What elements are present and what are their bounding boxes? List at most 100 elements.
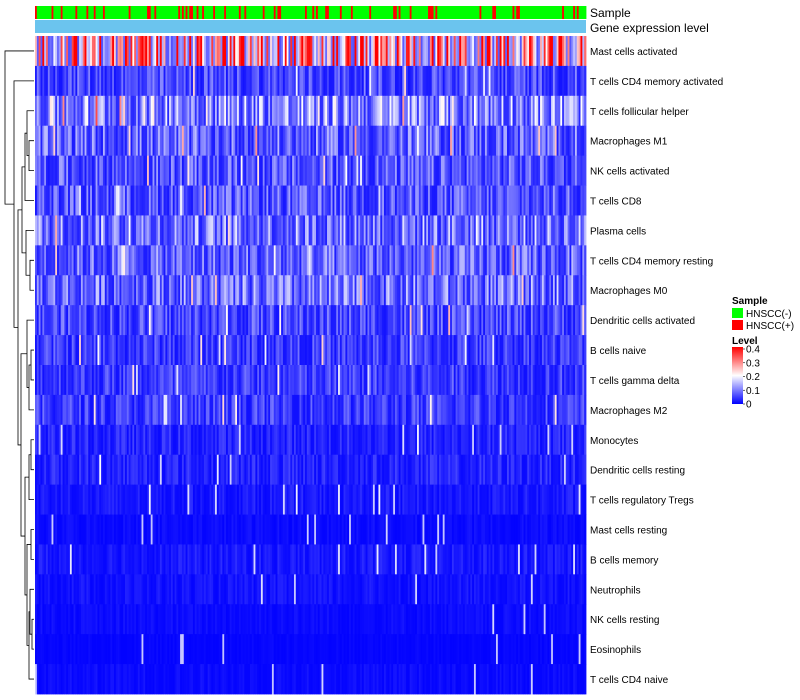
heatmap-cell [451,275,455,306]
sample-annotation-cell [183,6,187,19]
heatmap-cell [251,65,254,97]
heatmap-cell [58,185,62,216]
heatmap-cell [161,275,164,306]
sample-annotation-cell [257,6,260,19]
heatmap-cell [549,305,552,336]
heatmap-cell [259,484,262,515]
heatmap-cell [40,484,43,515]
sample-annotation-cell [424,6,427,19]
heatmap-cell [126,36,130,67]
sample-annotation-cell [323,6,326,19]
heatmap-cell [360,275,363,306]
heatmap-cell [139,424,142,456]
heatmap-cell [360,394,363,426]
heatmap-cell [417,215,420,246]
heatmap-cell [242,454,245,486]
heatmap-cell [304,454,308,486]
heatmap-cell [259,95,262,127]
heatmap-cell [319,125,322,157]
heatmap-cell [203,155,207,186]
heatmap-cell [93,305,97,336]
heatmap-cell [429,424,433,456]
heatmap-cell [161,484,164,515]
heatmap-cell [108,275,111,306]
heatmap-cell [36,215,40,246]
heatmap-cell [42,484,45,515]
heatmap-cell [389,95,392,127]
heatmap-cell [295,275,299,306]
sample-annotation-cell [554,6,558,19]
heatmap-cell [200,484,203,515]
heatmap-cell [58,36,62,67]
heatmap-cell [303,245,306,276]
heatmap-cell [115,484,119,515]
heatmap-cell [113,484,117,515]
heatmap-cell [104,454,108,486]
heatmap-cell [569,215,572,246]
heatmap-cell [40,36,43,67]
heatmap-cell [73,305,76,336]
heatmap-cell [431,454,434,486]
heatmap-cell [277,65,280,97]
heatmap-cell [214,95,218,127]
heatmap-cell [214,484,218,515]
heatmap-cell [42,365,45,396]
heatmap-cell [336,454,339,486]
heatmap-cell [185,155,188,186]
heatmap-cell [433,454,436,486]
heatmap-cell [187,335,190,366]
heatmap-cell [310,305,313,336]
heatmap-cell [266,424,269,456]
heatmap-cell [91,275,95,306]
heatmap-cell [275,305,278,336]
heatmap-cell [323,65,326,97]
heatmap-cell [334,335,337,366]
sample-annotation-cell [345,6,348,19]
heatmap-cell [325,305,328,336]
heatmap-cell [330,95,333,127]
heatmap-cell [457,305,460,336]
heatmap-cell [308,36,311,67]
heatmap-cell [196,424,199,456]
heatmap-cell [415,95,418,127]
heatmap-cell [527,245,530,276]
heatmap-cell [264,454,267,486]
heatmap-cell [400,125,403,157]
heatmap-cell [499,185,502,216]
heatmap-cell [132,305,135,336]
heatmap-cell [308,365,311,396]
heatmap-cell [536,365,539,396]
heatmap-cell [508,185,512,216]
heatmap-cell [569,335,572,366]
heatmap-cell [167,454,170,486]
heatmap-cell [259,155,262,186]
heatmap-cell [356,305,359,336]
heatmap-cell [134,454,137,486]
sample-annotation-cell [429,6,433,19]
heatmap-cell [51,484,54,515]
heatmap-cell [159,275,163,306]
heatmap-cell [292,424,295,456]
heatmap-cell [336,335,339,366]
heatmap-cell [451,36,455,67]
heatmap-cell [382,65,385,97]
heatmap-cell [417,125,420,157]
heatmap-cell [576,36,580,67]
heatmap-cell [461,65,464,97]
sample-annotation-cell [235,6,238,19]
heatmap-cell [510,245,513,276]
heatmap-cell [209,215,212,246]
heatmap-cell [328,275,332,306]
heatmap-cell [176,275,179,306]
heatmap-cell [292,155,295,186]
heatmap-cell [147,215,150,246]
heatmap-cell [214,245,218,276]
heatmap-cell [317,36,321,67]
heatmap-cell [125,245,128,276]
heatmap-cell [372,394,376,426]
heatmap-cell [248,305,251,336]
heatmap-cell [102,365,106,396]
heatmap-cell [130,95,133,127]
heatmap-cell [167,185,170,216]
heatmap-cell [545,215,548,246]
